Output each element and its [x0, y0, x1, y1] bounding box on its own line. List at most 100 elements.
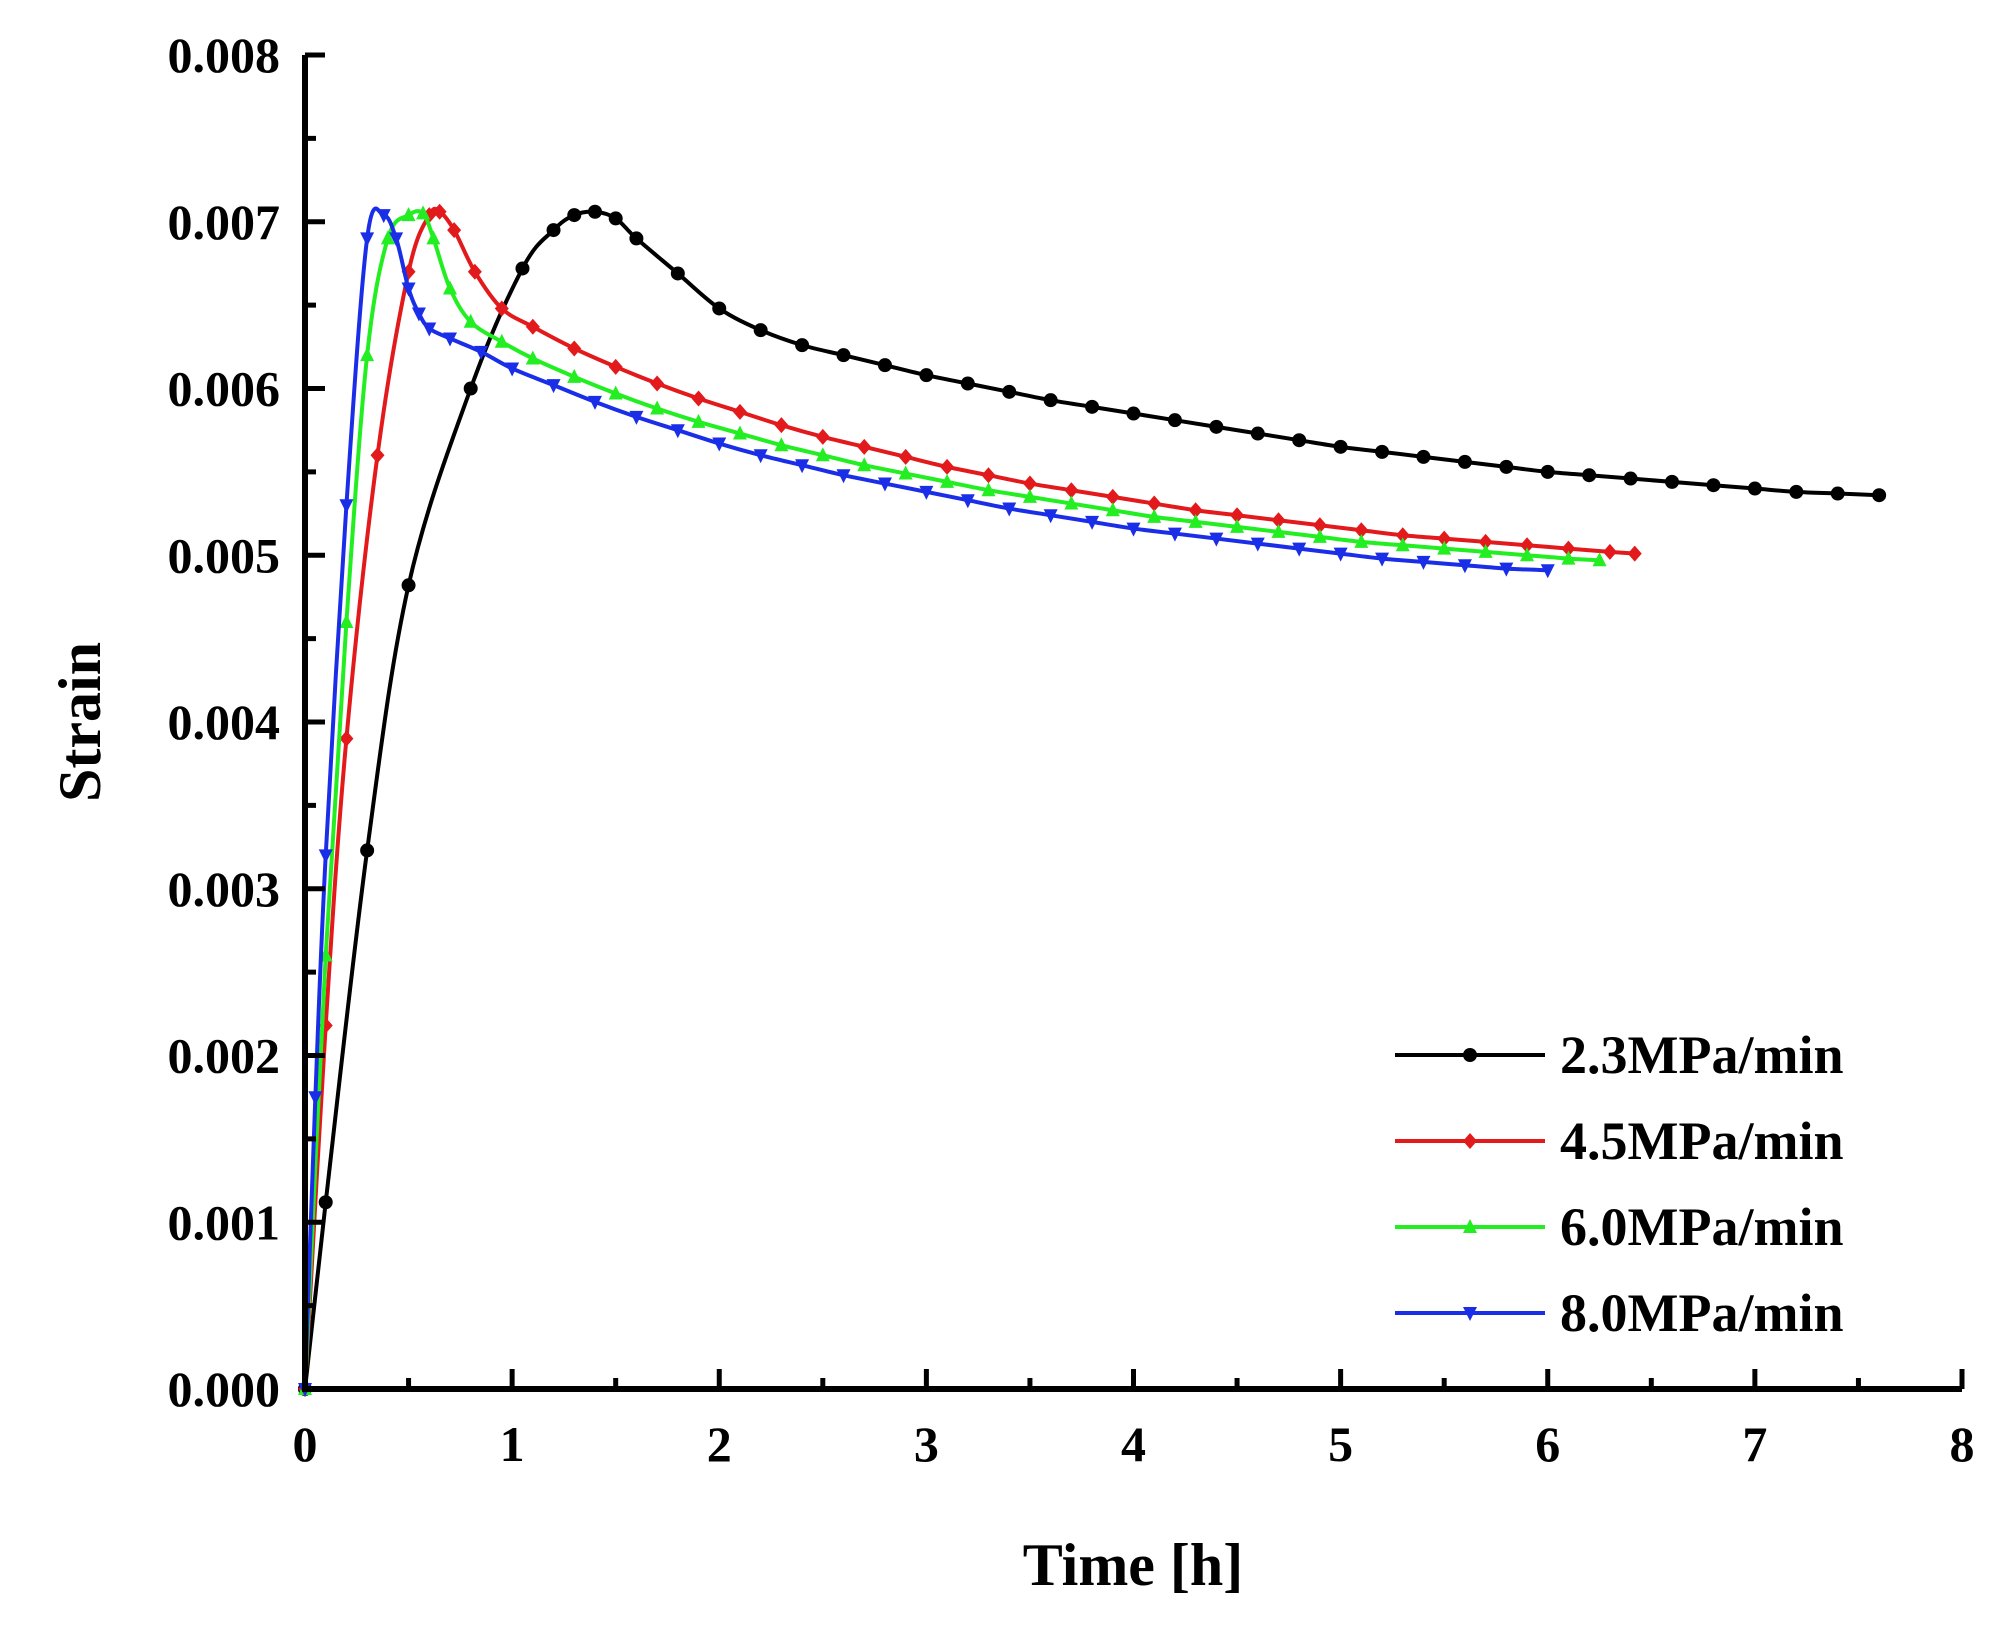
data-point	[339, 613, 354, 628]
data-point	[422, 322, 437, 337]
data-point	[411, 307, 426, 322]
data-point	[981, 467, 996, 484]
data-point	[546, 223, 561, 238]
data-point	[1064, 482, 1079, 499]
legend-marker	[1463, 1219, 1477, 1233]
legend-label: 2.3MPa/min	[1560, 1025, 1843, 1085]
data-point	[525, 350, 540, 365]
data-point	[308, 1091, 323, 1106]
data-point	[401, 282, 416, 297]
data-point	[1292, 433, 1307, 448]
data-point	[426, 230, 441, 245]
data-point	[836, 348, 851, 363]
data-point	[380, 230, 395, 245]
data-point	[567, 208, 582, 223]
data-point	[1002, 384, 1017, 399]
data-point	[546, 379, 561, 394]
data-point	[463, 313, 478, 328]
data-point	[1147, 495, 1162, 512]
data-point	[1457, 559, 1472, 574]
data-point	[567, 340, 582, 357]
legend-marker	[1463, 1048, 1477, 1062]
data-point	[1872, 488, 1887, 503]
data-point	[1582, 468, 1597, 483]
data-point	[1416, 449, 1431, 464]
data-point	[1520, 547, 1535, 562]
data-point	[877, 358, 892, 373]
data-point	[1250, 426, 1265, 441]
data-point	[1230, 507, 1245, 524]
data-point	[960, 376, 975, 391]
data-point	[940, 473, 955, 488]
legend-marker	[1463, 1307, 1477, 1321]
data-point	[670, 424, 685, 439]
data-point	[1085, 399, 1100, 414]
data-point	[1271, 512, 1286, 529]
data-point	[608, 211, 623, 226]
y-tick-label: 0.004	[168, 694, 281, 750]
data-point	[836, 469, 851, 484]
data-point	[1064, 495, 1079, 510]
data-point	[1540, 464, 1555, 479]
legend-label: 6.0MPa/min	[1560, 1197, 1843, 1257]
x-tick-label: 5	[1328, 1416, 1353, 1472]
data-point	[360, 347, 375, 362]
data-point	[857, 438, 872, 455]
data-point	[1457, 454, 1472, 469]
data-point	[1706, 478, 1721, 493]
data-point	[898, 448, 913, 465]
data-point	[1147, 508, 1162, 523]
data-point	[1499, 459, 1514, 474]
x-ticks: 0 1 2 3 4 5 6 7 8	[293, 1369, 1975, 1472]
data-point	[1022, 475, 1037, 492]
data-point	[432, 203, 447, 220]
data-point	[795, 338, 810, 353]
y-tick-label: 0.003	[168, 861, 281, 917]
legend-entry: 8.0MPa/min	[1395, 1283, 1843, 1343]
data-point	[1520, 537, 1535, 554]
data-point	[515, 261, 530, 276]
data-point	[1188, 502, 1203, 519]
data-point	[494, 333, 509, 348]
legend: 2.3MPa/min 4.5MPa/min 6.0MPa/min 8.0MPa/min	[1395, 1025, 1843, 1343]
axes-layer	[302, 55, 1962, 1392]
data-point	[815, 428, 830, 445]
data-point	[753, 323, 768, 338]
data-point	[1354, 522, 1369, 539]
data-point	[525, 318, 540, 335]
data-point	[1665, 474, 1680, 489]
data-point	[1830, 486, 1845, 501]
data-point	[1478, 543, 1493, 558]
data-point	[732, 403, 747, 420]
data-point	[1437, 530, 1452, 547]
data-point	[1747, 481, 1762, 496]
y-tick-label: 0.001	[168, 1194, 281, 1250]
data-point	[318, 1195, 333, 1210]
x-tick-label: 1	[500, 1416, 525, 1472]
data-point	[1375, 444, 1390, 459]
data-point	[1437, 540, 1452, 555]
data-point	[919, 368, 934, 383]
data-point	[1333, 547, 1348, 562]
data-point	[1312, 528, 1327, 543]
y-tick-label: 0.007	[168, 194, 281, 250]
x-tick-label: 0	[293, 1416, 318, 1472]
data-point	[1105, 488, 1120, 505]
data-point	[360, 232, 375, 247]
legend-marker	[1463, 1133, 1477, 1149]
data-point	[1602, 543, 1617, 560]
data-point	[1043, 509, 1058, 524]
legend-entry: 6.0MPa/min	[1395, 1197, 1843, 1257]
x-tick-label: 8	[1950, 1416, 1975, 1472]
series-2.3MPa/min	[298, 204, 1887, 1396]
y-tick-label: 0.006	[168, 361, 281, 417]
data-point	[1375, 552, 1390, 567]
data-point	[670, 266, 685, 281]
data-point	[370, 447, 385, 464]
data-point	[1561, 540, 1576, 557]
data-point	[318, 849, 333, 864]
data-point	[1126, 522, 1141, 537]
x-tick-label: 7	[1742, 1416, 1767, 1472]
data-point	[339, 730, 354, 747]
data-point	[1789, 484, 1804, 499]
